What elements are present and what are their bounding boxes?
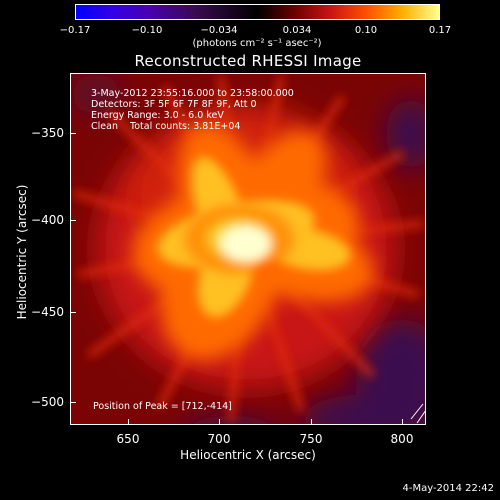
x-axis-title: Heliocentric X (arcsec) [180,448,316,462]
x-tick [219,419,220,425]
negative-region [71,74,425,424]
colorbar-tick-label: −0.034 [200,25,238,36]
info-peak-position: Position of Peak = [712,-414] [93,401,232,412]
x-tick [128,419,129,425]
y-tick-label: −350 [31,126,64,140]
colorbar-tick-label: 0.034 [282,25,312,36]
plot-timestamp: 4-May-2014 22:42 [402,483,494,494]
info-method-counts: Clean Total counts: 3.81E+04 [91,121,241,132]
y-axis-title: Heliocentric Y (arcsec) [15,184,29,320]
image-title: Reconstructed RHESSI Image [134,52,362,70]
corner-mark [410,403,424,420]
colorbar-tick-label: −0.17 [59,25,91,36]
x-tick-label: 650 [116,432,140,446]
colorbar-tick-label: 0.10 [354,25,378,36]
y-tick [70,402,76,403]
corner-mark [416,410,425,424]
flare-image [71,74,425,424]
y-tick [70,133,76,134]
info-energy-range: Energy Range: 3.0 - 6.0 keV [91,110,224,121]
y-tick-label: −450 [31,305,64,319]
x-tick-label: 700 [207,432,231,446]
colorbar [75,4,440,20]
x-tick-label: 800 [390,432,414,446]
x-tick [311,419,312,425]
colorbar-unit-label: (photons cm⁻² s⁻¹ asec⁻²) [192,38,322,49]
flare-core [179,201,299,277]
y-tick [70,312,76,313]
colorbar-tick-label: 0.17 [428,25,452,36]
colorbar-tick-label: −0.10 [131,25,163,36]
y-tick-label: −500 [31,395,64,409]
info-detectors: Detectors: 3F 5F 6F 7F 8F 9F, Att 0 [91,99,257,110]
y-tick-label: −400 [31,213,64,227]
y-tick [70,220,76,221]
x-tick-label: 750 [299,432,323,446]
image-plot-area: 3-May-2012 23:55:16.000 to 23:58:00.000 … [70,73,426,425]
info-time-range: 3-May-2012 23:55:16.000 to 23:58:00.000 [91,88,294,99]
x-tick [402,419,403,425]
